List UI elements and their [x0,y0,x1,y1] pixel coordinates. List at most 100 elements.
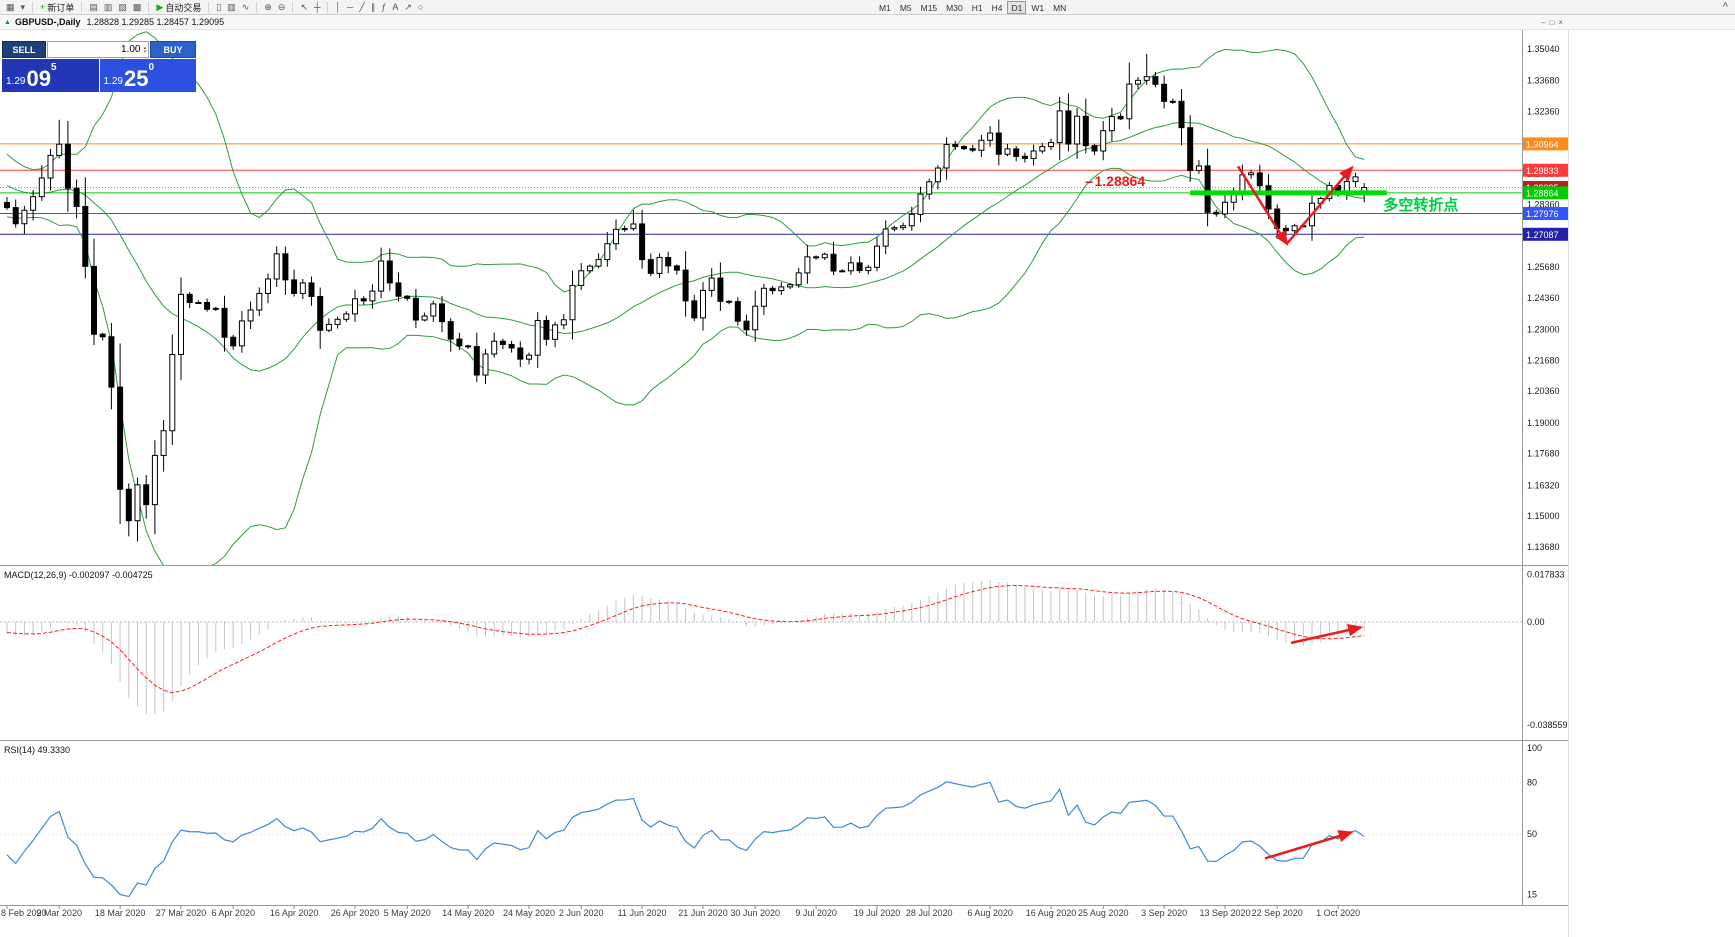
rsi-label: RSI(14) 49.3330 [4,745,70,755]
trend-arrow-1[interactable] [1236,165,1289,246]
top-toolbar: ▦ ▾ + 新订单 ▤ ▥ ▧ ▩ ▶ 自动交易 ▯ ▥ ∿ ⊕ ⊖ ↖ ┼ │ ─ ╱ ∥ ƒ A ↗ ○ M1 M5 M15 M3… [0,0,1735,15]
timeframe-d1[interactable]: D1 [1007,1,1027,14]
toolbar-separator [208,1,210,13]
zoom-in-icon[interactable]: ⊕ [261,1,275,14]
svg-text:1.32360: 1.32360 [1527,106,1560,116]
svg-text:11 Jun 2020: 11 Jun 2020 [618,908,667,918]
candlestick-chart-icon[interactable]: ▯ [213,1,224,14]
sell-price[interactable]: 1.29 09 5 [2,59,99,92]
timeframe-m15[interactable]: M15 [920,3,938,13]
svg-text:1.28864: 1.28864 [1526,188,1559,198]
svg-text:1.23000: 1.23000 [1527,325,1560,335]
crosshair-icon[interactable]: ┼ [311,1,323,14]
svg-text:8 Feb 2020: 8 Feb 2020 [1,908,47,918]
vertical-line-tool-icon[interactable]: │ [332,1,344,14]
buy-button[interactable]: BUY [150,41,196,58]
price-annotation-label[interactable]: 1.28864 [1095,173,1146,189]
close-button[interactable]: × [1558,17,1563,27]
market-watch-icon[interactable]: ▤ [86,1,101,14]
new-order-button[interactable]: + 新订单 [37,1,77,14]
timeframe-m5[interactable]: M5 [899,3,912,13]
trend-arrow-2[interactable] [1285,165,1354,245]
bollinger-lower-band [6,167,1365,565]
svg-text:6 Aug 2020: 6 Aug 2020 [967,908,1013,918]
text-tool-icon[interactable]: A [389,1,401,14]
buy-price-pipette: 0 [148,62,155,73]
svg-text:13 Sep 2020: 13 Sep 2020 [1199,908,1250,918]
line-chart-icon[interactable]: ∿ [239,1,253,14]
channel-tool-icon[interactable]: ∥ [368,1,379,14]
svg-text:0.00: 0.00 [1527,617,1545,627]
svg-text:16 Apr 2020: 16 Apr 2020 [270,908,319,918]
autotrading-glyph: ▶ [156,1,164,12]
restore-button[interactable]: □ [1549,17,1555,27]
sell-button[interactable]: SELL [2,41,46,58]
horizontal-line-tool-icon[interactable]: ─ [344,1,356,14]
svg-text:25 Aug 2020: 25 Aug 2020 [1078,908,1129,918]
lot-down-arrow-icon[interactable]: ▾ [143,48,146,55]
timeframe-w1[interactable]: W1 [1031,3,1045,13]
trendline-tool-icon-glyph: ╱ [359,1,365,12]
new-chart-icon[interactable]: ▦ [3,1,18,14]
svg-text:1.25680: 1.25680 [1527,262,1560,272]
fibonacci-tool-icon[interactable]: ƒ [378,1,389,14]
lot-size-field[interactable]: 1.00 ▴ ▾ [47,41,149,58]
svg-text:5 May 2020: 5 May 2020 [384,908,431,918]
svg-text:0.017833: 0.017833 [1527,569,1565,579]
cursor-icon[interactable]: ↖ [297,1,311,14]
rsi-axis: 100 80 50 15 [1527,743,1542,900]
terminal-icon[interactable]: ▩ [130,1,145,14]
trendline-tool-icon[interactable]: ╱ [356,1,367,14]
svg-text:1.15000: 1.15000 [1527,511,1560,521]
buy-price[interactable]: 1.29 25 0 [99,59,196,92]
svg-text:21 Jun 2020: 21 Jun 2020 [678,908,728,918]
timeframe-mn[interactable]: MN [1053,3,1067,13]
autotrading-button-label: 自动交易 [165,2,202,13]
ohlc-values: 1.28828 1.29285 1.28457 1.29095 [86,17,225,27]
minimize-button[interactable]: – [1541,17,1546,27]
toolbar-separator [32,1,34,13]
svg-text:1.33680: 1.33680 [1527,76,1560,86]
lot-spinner[interactable]: ▴ ▾ [143,44,146,55]
svg-text:1.28360: 1.28360 [1527,200,1560,210]
svg-text:9 Mar 2020: 9 Mar 2020 [36,908,82,918]
toolbar-separator [148,1,150,13]
arrow-tool-icon-glyph: ↗ [404,1,412,12]
timeframe-m30[interactable]: M30 [946,3,963,13]
bar-chart-icon[interactable]: ▥ [224,1,239,14]
lot-up-arrow-icon[interactable]: ▴ [143,44,146,51]
svg-text:100: 100 [1527,743,1542,753]
fibonacci-tool-icon-glyph: ƒ [381,1,387,12]
macd-trend-arrow[interactable] [1290,623,1364,645]
zoom-out-icon-glyph: ⊖ [277,1,286,12]
macd-signal-line [6,584,1365,693]
price-badge-1.30964: 1.30964 [1523,137,1568,151]
timeframe-h4[interactable]: H4 [991,3,1003,13]
one-click-trading-panel[interactable]: SELL 1.00 ▴ ▾ BUY 1.29 09 5 1.29 25 0 [2,41,196,92]
svg-text:9 Jul 2020: 9 Jul 2020 [795,908,837,918]
svg-text:22 Sep 2020: 22 Sep 2020 [1252,908,1303,918]
timeframe-h1[interactable]: H1 [971,3,983,13]
autotrading-button[interactable]: ▶ 自动交易 [153,1,204,14]
chart-profiles-icon[interactable]: ▾ [18,1,29,14]
shapes-tool-icon[interactable]: ○ [415,1,426,14]
svg-text:24 May 2020: 24 May 2020 [503,908,555,918]
rsi-trend-arrow[interactable] [1264,830,1354,860]
text-tool-icon-glyph: A [392,1,399,12]
zoom-out-icon[interactable]: ⊖ [275,1,289,14]
sell-price-big-digits: 09 [26,66,51,91]
svg-text:6 Apr 2020: 6 Apr 2020 [211,908,255,918]
navigator-icon[interactable]: ▧ [115,1,130,14]
macd-histogram [6,579,1365,715]
toolbar-overflow-chevron-icon[interactable]: ^ [1722,1,1728,11]
svg-text:30 Jun 2020: 30 Jun 2020 [730,908,780,918]
timeframe-m1[interactable]: M1 [879,3,891,13]
arrow-tool-icon[interactable]: ↗ [401,1,415,14]
price-badge-1.28864: 1.28864 [1523,186,1568,200]
horizontal-line-tool-icon-glyph: ─ [347,1,354,12]
svg-text:14 May 2020: 14 May 2020 [442,908,494,918]
data-window-icon[interactable]: ▥ [101,1,116,14]
price-badge-1.29833: 1.29833 [1523,163,1568,177]
turning-point-annotation[interactable]: 多空转折点 [1383,196,1458,214]
